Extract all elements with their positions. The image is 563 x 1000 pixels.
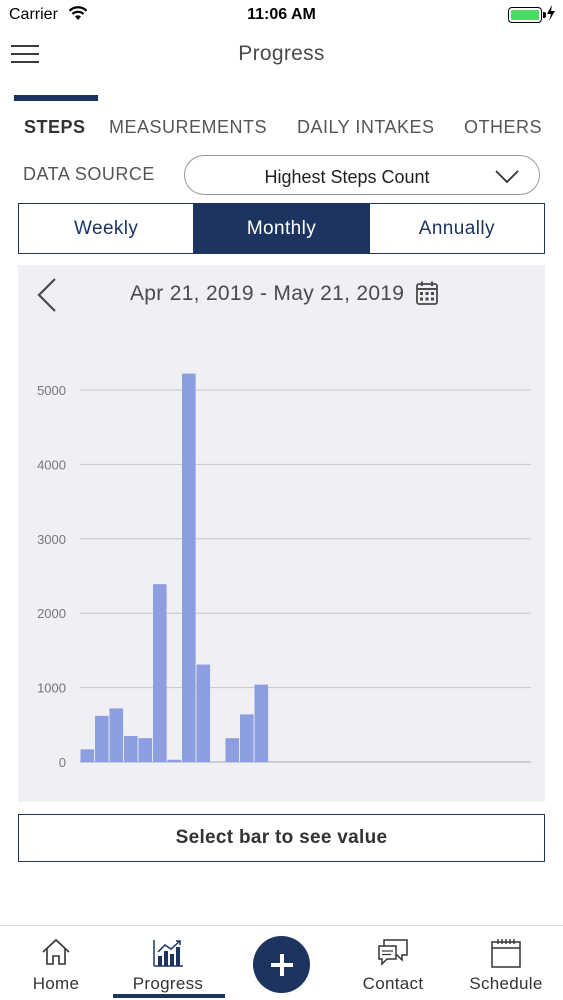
- chart-bar[interactable]: [225, 738, 240, 762]
- nav-progress[interactable]: Progress: [113, 926, 223, 1000]
- data-source-label: DATA SOURCE: [23, 164, 155, 184]
- chart-bar[interactable]: [95, 715, 109, 762]
- chart-panel: Apr 21, 2019 - May 21, 2019 0 1000 2000 300…: [18, 265, 545, 802]
- chart-bar[interactable]: [124, 735, 138, 762]
- chevron-left-icon[interactable]: [36, 277, 58, 313]
- period-segmented-control: Weekly Monthly Annually: [18, 203, 545, 254]
- y-tick-label: 1000: [37, 681, 66, 696]
- home-icon: [42, 938, 70, 965]
- chevron-down-icon: [495, 170, 519, 184]
- y-tick-label: 4000: [37, 457, 66, 472]
- y-tick-label: 5000: [37, 383, 66, 398]
- chart-bar[interactable]: [138, 738, 153, 762]
- period-annually[interactable]: Annually: [368, 204, 544, 253]
- period-weekly[interactable]: Weekly: [73, 217, 139, 239]
- carrier-label: Carrier: [9, 6, 58, 23]
- tab-daily-intakes[interactable]: DAILY INTAKES: [297, 117, 435, 137]
- nav-active-indicator: [113, 994, 225, 998]
- tab-steps[interactable]: STEPS: [24, 117, 86, 137]
- active-tab-indicator: [14, 95, 98, 101]
- nav-schedule[interactable]: Schedule: [451, 926, 561, 1000]
- nav-progress-label: Progress: [132, 974, 204, 993]
- date-range: Apr 21, 2019 - May 21, 2019: [130, 282, 405, 305]
- steps-bar-chart: 0 1000 2000 3000 4000 5000: [37, 373, 531, 770]
- nav-contact[interactable]: Contact: [338, 926, 448, 1000]
- chart-bar[interactable]: [196, 664, 211, 762]
- plus-icon: [270, 953, 293, 976]
- y-tick-label: 3000: [37, 532, 66, 547]
- calendar-icon: [491, 939, 521, 968]
- chart-bar[interactable]: [182, 373, 196, 762]
- y-tick-label: 2000: [37, 606, 66, 621]
- chat-bubbles-icon: [378, 939, 408, 966]
- chart-bar[interactable]: [153, 584, 167, 762]
- period-monthly[interactable]: Monthly: [193, 204, 369, 253]
- hamburger-menu-icon[interactable]: [11, 42, 39, 66]
- chart-bar[interactable]: [254, 684, 269, 762]
- chart-bar[interactable]: [167, 759, 182, 762]
- wifi-icon: [68, 6, 88, 20]
- battery-icon: [508, 7, 546, 23]
- chart-bar[interactable]: [240, 714, 254, 762]
- add-button[interactable]: [253, 936, 310, 993]
- bar-chart-icon: [153, 940, 183, 967]
- nav-schedule-label: Schedule: [469, 974, 543, 993]
- selected-value-box: Select bar to see value: [18, 814, 545, 862]
- data-source-value: Highest Steps Count: [264, 167, 430, 187]
- nav-home[interactable]: Home: [1, 926, 111, 1000]
- bottom-nav: Home Progress: [0, 925, 563, 1000]
- status-bar: Carrier 11:06 AM: [0, 0, 563, 30]
- chart-bar[interactable]: [80, 749, 95, 762]
- status-time: 11:06 AM: [247, 6, 316, 23]
- y-tick-label: 0: [59, 755, 66, 770]
- nav-contact-label: Contact: [362, 974, 424, 993]
- nav-home-label: Home: [32, 974, 80, 993]
- calendar-icon[interactable]: [416, 281, 438, 305]
- page-title: Progress: [238, 42, 325, 65]
- data-source-dropdown[interactable]: Highest Steps Count: [184, 155, 540, 195]
- charging-icon: [547, 5, 555, 21]
- tab-measurements[interactable]: MEASUREMENTS: [109, 117, 268, 137]
- tab-others[interactable]: OTHERS: [464, 117, 543, 137]
- chart-bar[interactable]: [109, 708, 124, 762]
